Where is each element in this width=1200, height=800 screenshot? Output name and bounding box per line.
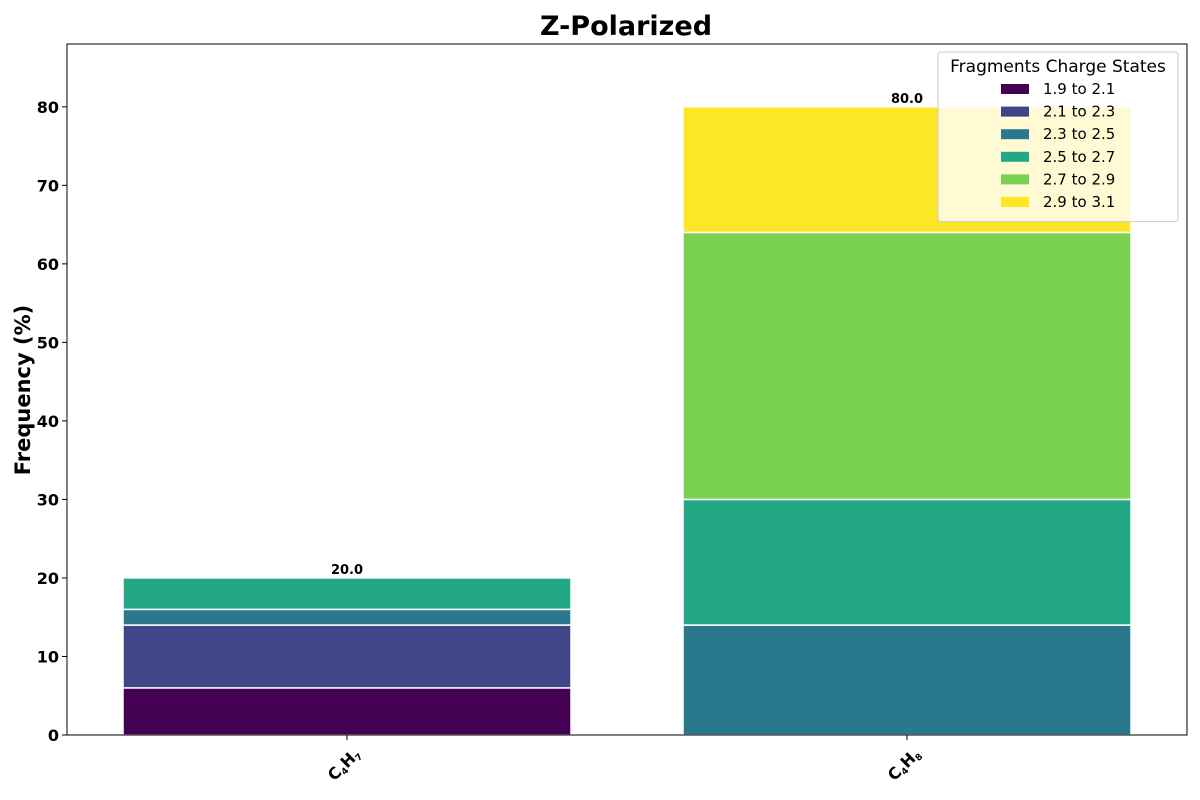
y-tick-label: 40 (37, 412, 59, 431)
legend-box (937, 51, 1179, 223)
y-tick-label: 30 (37, 490, 59, 509)
chart-title: Z-Polarized (540, 11, 712, 42)
bar-segment (682, 231, 1132, 501)
legend-item-label: 1.9 to 2.1 (1043, 80, 1115, 98)
y-tick-label: 50 (37, 333, 59, 352)
y-axis-label: Frequency (%) (11, 305, 35, 475)
bar-segment (122, 577, 572, 611)
y-tick-label: 70 (37, 176, 59, 195)
y-tick-label: 10 (37, 647, 59, 666)
y-tick-label: 20 (37, 569, 59, 588)
legend-item-label: 2.1 to 2.3 (1043, 103, 1115, 121)
x-tick-label: C4H8 (884, 744, 925, 785)
bar-segment (122, 624, 572, 689)
legend: Fragments Charge States 1.9 to 2.1 2.1 to … (937, 51, 1179, 223)
y-tick-label: 80 (37, 98, 59, 117)
axes-frame (66, 43, 1188, 736)
legend-swatch (1001, 129, 1029, 140)
legend-swatch (1001, 151, 1029, 162)
legend-item-label: 2.7 to 2.9 (1043, 170, 1115, 188)
legend-swatch (1001, 106, 1029, 117)
legend-title: Fragments Charge States (950, 57, 1166, 77)
bar-segment (122, 608, 572, 626)
bar-total-label: 20.0 (331, 563, 363, 578)
bar-segment (122, 687, 572, 736)
legend-item-label: 2.9 to 3.1 (1043, 193, 1115, 211)
bars-layer (122, 106, 1132, 736)
legend-swatch (1001, 84, 1029, 94)
bar-segment (682, 498, 1132, 626)
x-tick-label: C4H7 (324, 744, 365, 785)
y-tick-label: 0 (48, 726, 59, 745)
totals-layer: 20.0 80.0 (331, 92, 923, 578)
y-tick-label: 60 (37, 255, 59, 274)
bar-segment (682, 624, 1132, 736)
legend-swatch (1001, 174, 1029, 185)
bar-total-label: 80.0 (891, 92, 923, 107)
legend-item-label: 2.5 to 2.7 (1043, 148, 1115, 166)
legend-swatch (1001, 197, 1029, 207)
legend-item-label: 2.3 to 2.5 (1043, 125, 1115, 143)
